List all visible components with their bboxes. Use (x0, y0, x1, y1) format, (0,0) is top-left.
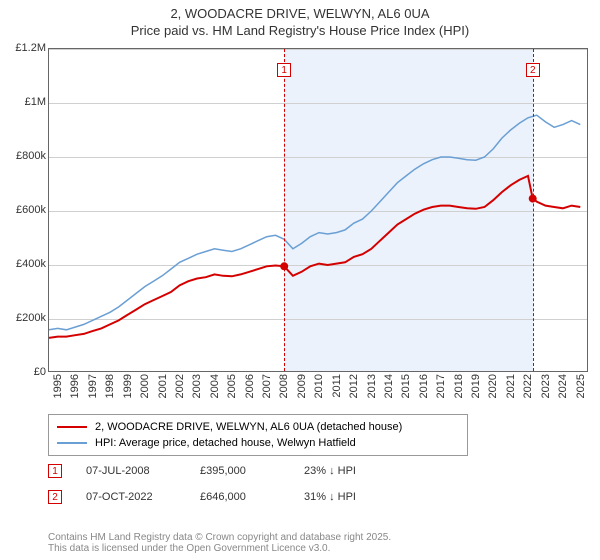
legend-label-hpi: HPI: Average price, detached house, Welw… (95, 437, 356, 449)
sale-row-1: 1 07-JUL-2008 £395,000 23% ↓ HPI (48, 464, 356, 478)
sale-price-1: £395,000 (200, 465, 280, 477)
x-tick-label: 2012 (348, 374, 360, 408)
y-tick-label: £200k (4, 312, 46, 324)
legend-swatch-price (57, 426, 87, 428)
legend-box: 2, WOODACRE DRIVE, WELWYN, AL6 0UA (deta… (48, 414, 468, 456)
x-tick-label: 2010 (313, 374, 325, 408)
chart-container: 2, WOODACRE DRIVE, WELWYN, AL6 0UA Price… (0, 0, 600, 560)
x-tick-label: 2009 (296, 374, 308, 408)
chart-plot-area: 12 (48, 48, 588, 372)
series-line (49, 176, 580, 338)
sale-delta-1: 23% ↓ HPI (304, 465, 356, 477)
series-line (49, 115, 580, 330)
y-tick-label: £0 (4, 366, 46, 378)
x-tick-label: 2002 (174, 374, 186, 408)
footer-block: Contains HM Land Registry data © Crown c… (48, 532, 391, 554)
y-tick-label: £600k (4, 204, 46, 216)
footer-line-2: This data is licensed under the Open Gov… (48, 543, 391, 554)
sale-delta-2: 31% ↓ HPI (304, 491, 356, 503)
x-tick-label: 2000 (139, 374, 151, 408)
x-tick-label: 1999 (122, 374, 134, 408)
marker-label-box: 1 (277, 63, 291, 77)
x-tick-label: 2014 (383, 374, 395, 408)
title-block: 2, WOODACRE DRIVE, WELWYN, AL6 0UA Price… (0, 0, 600, 38)
legend-label-price: 2, WOODACRE DRIVE, WELWYN, AL6 0UA (deta… (95, 421, 402, 433)
chart-svg-layer (49, 49, 587, 371)
legend-row-hpi: HPI: Average price, detached house, Welw… (57, 435, 459, 451)
x-tick-label: 2023 (540, 374, 552, 408)
x-tick-label: 2004 (209, 374, 221, 408)
x-tick-label: 2022 (522, 374, 534, 408)
y-tick-label: £1.2M (4, 42, 46, 54)
x-tick-label: 1996 (69, 374, 81, 408)
x-tick-label: 2013 (366, 374, 378, 408)
x-tick-label: 2020 (487, 374, 499, 408)
x-tick-label: 2007 (261, 374, 273, 408)
legend-swatch-hpi (57, 442, 87, 444)
y-tick-label: £400k (4, 258, 46, 270)
x-tick-label: 2015 (400, 374, 412, 408)
sale-marker-1: 1 (48, 464, 62, 478)
title-line-2: Price paid vs. HM Land Registry's House … (0, 23, 600, 38)
x-tick-label: 1995 (52, 374, 64, 408)
marker-vline (533, 49, 534, 371)
x-tick-label: 2024 (557, 374, 569, 408)
marker-label-box: 2 (526, 63, 540, 77)
x-tick-label: 2006 (244, 374, 256, 408)
x-tick-label: 1997 (87, 374, 99, 408)
x-tick-label: 2005 (226, 374, 238, 408)
title-line-1: 2, WOODACRE DRIVE, WELWYN, AL6 0UA (0, 6, 600, 21)
x-tick-label: 2021 (505, 374, 517, 408)
y-tick-label: £1M (4, 96, 46, 108)
y-tick-label: £800k (4, 150, 46, 162)
sale-price-2: £646,000 (200, 491, 280, 503)
x-tick-label: 2016 (418, 374, 430, 408)
x-tick-label: 2011 (331, 374, 343, 408)
x-tick-label: 2003 (191, 374, 203, 408)
sale-marker-2: 2 (48, 490, 62, 504)
x-tick-label: 2019 (470, 374, 482, 408)
legend-row-price: 2, WOODACRE DRIVE, WELWYN, AL6 0UA (deta… (57, 419, 459, 435)
sale-date-2: 07-OCT-2022 (86, 491, 176, 503)
sale-row-2: 2 07-OCT-2022 £646,000 31% ↓ HPI (48, 490, 356, 504)
x-tick-label: 2018 (453, 374, 465, 408)
sale-date-1: 07-JUL-2008 (86, 465, 176, 477)
x-tick-label: 2001 (157, 374, 169, 408)
x-tick-label: 1998 (104, 374, 116, 408)
marker-vline (284, 49, 285, 371)
x-tick-label: 2025 (575, 374, 587, 408)
footer-line-1: Contains HM Land Registry data © Crown c… (48, 532, 391, 543)
x-tick-label: 2008 (278, 374, 290, 408)
x-tick-label: 2017 (435, 374, 447, 408)
